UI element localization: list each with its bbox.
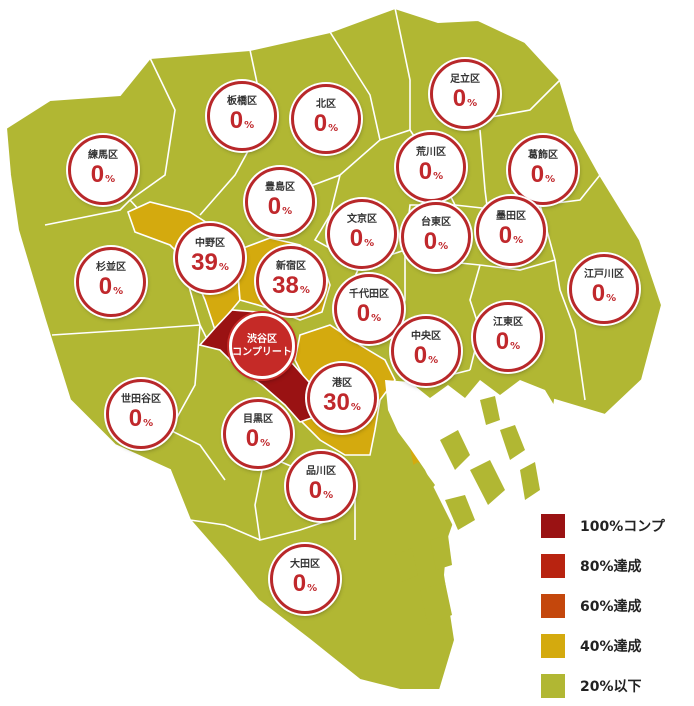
- ward-percent: 0%: [90, 160, 116, 188]
- ward-percent: 0%: [349, 224, 375, 252]
- ward-badge-arakawa[interactable]: 荒川区 0%: [396, 132, 466, 202]
- ward-badge-shinjuku[interactable]: 新宿区 38%: [256, 246, 326, 316]
- ward-badge-toshima[interactable]: 豊島区 0%: [245, 167, 315, 237]
- ward-percent: 0%: [356, 299, 382, 327]
- ward-badge-edogawa[interactable]: 江戸川区 0%: [569, 254, 639, 324]
- ward-badge-ota[interactable]: 大田区 0%: [270, 544, 340, 614]
- ward-percent: 30%: [323, 388, 361, 416]
- ward-percent: 0%: [413, 341, 439, 369]
- ward-name: 杉並区: [96, 261, 126, 273]
- ward-percent: 0%: [452, 84, 478, 112]
- ward-badge-itabashi[interactable]: 板橋区 0%: [207, 81, 277, 151]
- ward-name: 千代田区: [349, 288, 389, 300]
- ward-name: 板橋区: [227, 95, 257, 107]
- tokyo-bay-water: [385, 380, 560, 697]
- ward-badge-suginami[interactable]: 杉並区 0%: [76, 247, 146, 317]
- ward-percent: 0%: [98, 272, 124, 300]
- ward-name: 目黒区: [243, 413, 273, 425]
- ward-name: 北区: [316, 98, 336, 110]
- ward-badge-nerima[interactable]: 練馬区 0%: [68, 135, 138, 205]
- ward-badge-chiyoda[interactable]: 千代田区 0%: [334, 274, 404, 344]
- legend-item-40: 40%達成: [541, 626, 691, 666]
- ward-name: 練馬区: [88, 149, 118, 161]
- ward-badge-meguro[interactable]: 目黒区 0%: [223, 399, 293, 469]
- ward-name: 豊島区: [265, 181, 295, 193]
- ward-name: 墨田区: [496, 210, 526, 222]
- ward-percent: 0%: [308, 476, 334, 504]
- legend-label: 80%達成: [580, 559, 642, 575]
- ward-badge-adachi[interactable]: 足立区 0%: [430, 59, 500, 129]
- legend-label: 20%以下: [580, 679, 642, 695]
- ward-name: 世田谷区: [121, 393, 161, 405]
- bay-islands: [395, 396, 540, 625]
- ward-name: 品川区: [306, 465, 336, 477]
- ward-name: 新宿区: [276, 260, 306, 272]
- legend-swatch: [541, 634, 565, 658]
- legend-item-100: 100%コンプ: [541, 506, 691, 546]
- ward-percent: 38%: [272, 271, 310, 299]
- ward-percent: 0%: [495, 327, 521, 355]
- ward-name: 足立区: [450, 73, 480, 85]
- ward-name: 台東区: [421, 216, 451, 228]
- legend: 100%コンプ 80%達成 60%達成 40%達成 20%以下: [541, 506, 691, 706]
- legend-swatch: [541, 674, 565, 698]
- ward-badge-minato[interactable]: 港区 30%: [307, 363, 377, 433]
- legend-swatch: [541, 594, 565, 618]
- ward-badge-chuo[interactable]: 中央区 0%: [391, 316, 461, 386]
- ward-percent: 0%: [267, 192, 293, 220]
- ward-name: 港区: [332, 377, 352, 389]
- legend-label: 60%達成: [580, 599, 642, 615]
- ward-name: 荒川区: [416, 146, 446, 158]
- complete-label: コンプリート: [232, 347, 292, 358]
- legend-swatch: [541, 514, 565, 538]
- ward-badge-shibuya-complete[interactable]: 渋谷区 コンプリート: [229, 313, 295, 379]
- ward-percent: 0%: [245, 424, 271, 452]
- ward-name: 文京区: [347, 213, 377, 225]
- ward-name: 大田区: [290, 558, 320, 570]
- ward-percent: 0%: [591, 279, 617, 307]
- legend-label: 40%達成: [580, 639, 642, 655]
- ward-percent: 0%: [530, 160, 556, 188]
- ward-percent: 0%: [229, 106, 255, 134]
- legend-item-60: 60%達成: [541, 586, 691, 626]
- ward-badge-taito[interactable]: 台東区 0%: [401, 202, 471, 272]
- ward-badge-setagaya[interactable]: 世田谷区 0%: [106, 379, 176, 449]
- ward-percent: 0%: [292, 569, 318, 597]
- legend-swatch: [541, 554, 565, 578]
- ward-name: 葛飾区: [528, 149, 558, 161]
- ward-name: 江戸川区: [584, 268, 624, 280]
- ward-percent: 0%: [498, 221, 524, 249]
- ward-name: 中野区: [195, 237, 225, 249]
- ward-percent: 0%: [128, 404, 154, 432]
- legend-item-80: 80%達成: [541, 546, 691, 586]
- ward-percent: 39%: [191, 248, 229, 276]
- legend-item-20: 20%以下: [541, 666, 691, 706]
- ward-name: 中央区: [411, 330, 441, 342]
- ward-badge-nakano[interactable]: 中野区 39%: [175, 223, 245, 293]
- ward-badge-sumida[interactable]: 墨田区 0%: [476, 196, 546, 266]
- ward-badge-bunkyo[interactable]: 文京区 0%: [327, 199, 397, 269]
- ward-badge-koto[interactable]: 江東区 0%: [473, 302, 543, 372]
- ward-percent: 0%: [423, 227, 449, 255]
- ward-badge-katsushika[interactable]: 葛飾区 0%: [508, 135, 578, 205]
- ward-name: 渋谷区: [247, 334, 277, 345]
- ward-percent: 0%: [313, 109, 339, 137]
- legend-label: 100%コンプ: [580, 519, 665, 535]
- ward-badge-shinagawa[interactable]: 品川区 0%: [286, 451, 356, 521]
- ward-percent: 0%: [418, 157, 444, 185]
- ward-name: 江東区: [493, 316, 523, 328]
- ward-badge-kita[interactable]: 北区 0%: [291, 84, 361, 154]
